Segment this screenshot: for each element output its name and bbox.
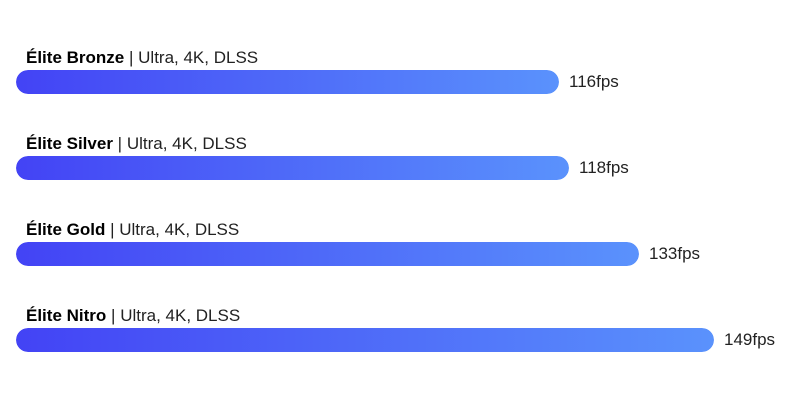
label-separator: | (110, 220, 115, 239)
category-name: Élite Gold (26, 220, 106, 239)
value-label: 149fps (724, 330, 776, 349)
category-name: Élite Bronze (26, 48, 125, 67)
bar-label: Élite Bronze | Ultra, 4K, DLSS (26, 48, 258, 68)
fps-bar-fill (16, 70, 559, 94)
category-name: Élite Nitro (26, 306, 107, 325)
value-label: 133fps (649, 244, 701, 263)
settings-text: Ultra, 4K, DLSS (126, 134, 247, 153)
bar-row: Élite Silver | Ultra, 4K, DLSS 118fps (16, 134, 800, 184)
label-separator: | (128, 48, 134, 67)
fps-bar (16, 156, 569, 180)
fps-bar (16, 242, 639, 266)
fps-bar-fill (16, 328, 714, 352)
label-separator: | (111, 306, 116, 325)
settings-text: Ultra, 4K, DLSS (119, 220, 240, 239)
settings-text: Ultra, 4K, DLSS (138, 48, 259, 67)
bar-row: Élite Gold | Ultra, 4K, DLSS 133fps (16, 220, 800, 270)
bar-row: Élite Nitro | Ultra, 4K, DLSS 149fps (16, 306, 800, 356)
fps-bar-fill (16, 156, 569, 180)
category-name: Élite Silver (26, 134, 113, 153)
value-label: 118fps (579, 158, 629, 177)
bar-label: Élite Nitro | Ultra, 4K, DLSS (26, 306, 240, 326)
bar-row: Élite Bronze | Ultra, 4K, DLSS 116fps (16, 48, 800, 98)
bar-label: Élite Silver | Ultra, 4K, DLSS (26, 134, 247, 154)
settings-text: Ultra, 4K, DLSS (120, 306, 241, 325)
fps-bar (16, 70, 559, 94)
fps-bar (16, 328, 714, 352)
value-label: 116fps (569, 72, 619, 91)
fps-bar-fill (16, 242, 639, 266)
label-separator: | (117, 134, 123, 153)
bar-label: Élite Gold | Ultra, 4K, DLSS (26, 220, 239, 240)
